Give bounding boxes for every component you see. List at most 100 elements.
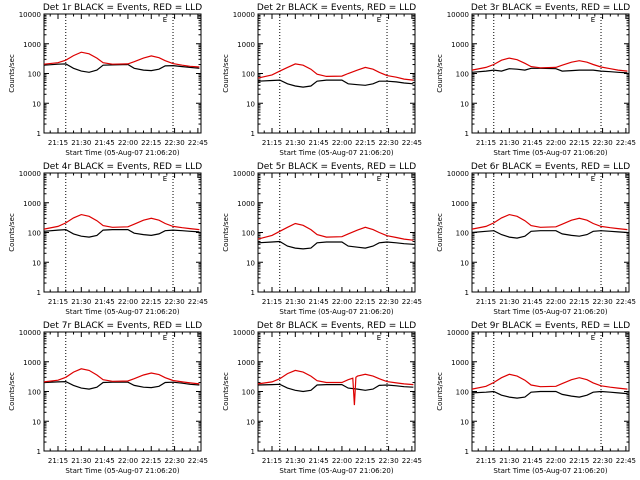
- x-axis-label: Start Time (05-Aug-07 21:06:20): [65, 308, 179, 316]
- chart-title: Det 2r BLACK = Events, RED = LLD: [257, 3, 416, 13]
- x-tick-label: 22:30: [164, 298, 184, 306]
- y-tick-label: 10: [32, 100, 41, 108]
- y-tick-label: 10: [460, 259, 469, 267]
- x-tick-label: 22:30: [164, 457, 184, 465]
- detector-chart-8: Det 8r BLACK = Events, RED = LLD 1 10 100 10…: [222, 321, 422, 475]
- y-tick-label: 10000: [233, 329, 255, 337]
- y-tick-label: 1: [37, 289, 41, 297]
- x-tick-label: 22:00: [332, 139, 352, 147]
- lld-series-line: [257, 369, 414, 406]
- lld-series-line: [471, 373, 628, 390]
- y-tick-label: 1000: [23, 41, 41, 49]
- y-tick-label: 10: [460, 418, 469, 426]
- x-axis-label: Start Time (05-Aug-07 21:06:20): [65, 467, 179, 475]
- x-tick-label: 22:15: [141, 139, 161, 147]
- x-tick-label: 21:30: [285, 298, 305, 306]
- y-axis-label: Counts/sec: [222, 54, 230, 93]
- y-tick-label: 1000: [451, 359, 469, 367]
- y-axis-label: Counts/sec: [8, 372, 16, 411]
- x-tick-label: 21:30: [499, 457, 519, 465]
- x-tick-label: 21:30: [71, 298, 91, 306]
- x-axis-label: Start Time (05-Aug-07 21:06:20): [493, 467, 607, 475]
- x-tick-label: 22:45: [188, 298, 208, 306]
- y-axis-label: Counts/sec: [436, 372, 444, 411]
- x-tick-label: 21:45: [309, 298, 329, 306]
- x-tick-label: 21:30: [285, 457, 305, 465]
- x-tick-label: 22:00: [546, 139, 566, 147]
- events-series-line: [471, 230, 628, 239]
- x-tick-label: 22:00: [546, 457, 566, 465]
- y-tick-label: 10: [32, 418, 41, 426]
- x-tick-label: 22:45: [616, 457, 636, 465]
- y-tick-label: 100: [28, 230, 41, 238]
- x-tick-label: 22:45: [616, 139, 636, 147]
- x-tick-label: 22:15: [355, 298, 375, 306]
- plot-frame: [471, 172, 630, 293]
- y-tick-label: 10: [246, 259, 255, 267]
- y-tick-label: 10000: [233, 11, 255, 19]
- y-tick-label: 1: [465, 289, 469, 297]
- corner-label: E: [591, 16, 595, 24]
- y-tick-label: 10: [460, 100, 469, 108]
- x-tick-label: 21:15: [48, 298, 68, 306]
- x-tick-label: 22:15: [569, 457, 589, 465]
- y-tick-label: 1: [37, 130, 41, 138]
- y-tick-label: 1000: [451, 41, 469, 49]
- x-tick-label: 21:15: [476, 298, 496, 306]
- y-tick-label: 10: [246, 100, 255, 108]
- corner-label: E: [163, 175, 167, 183]
- lld-series-line: [471, 213, 628, 231]
- plot-frame: [257, 172, 416, 293]
- x-tick-label: 22:30: [592, 457, 612, 465]
- y-tick-label: 10: [32, 259, 41, 267]
- corner-label: E: [377, 16, 381, 24]
- detector-chart-6: Det 6r BLACK = Events, RED = LLD 1 10 100 10…: [436, 162, 636, 316]
- y-tick-label: 1000: [451, 200, 469, 208]
- lld-series-line: [43, 51, 200, 68]
- y-tick-label: 1: [251, 130, 255, 138]
- y-tick-label: 1000: [237, 359, 255, 367]
- x-tick-label: 22:00: [332, 298, 352, 306]
- y-tick-label: 1000: [237, 200, 255, 208]
- y-tick-label: 10000: [19, 11, 41, 19]
- x-tick-label: 22:30: [592, 139, 612, 147]
- x-tick-label: 22:15: [355, 457, 375, 465]
- x-axis-label: Start Time (05-Aug-07 21:06:20): [279, 308, 393, 316]
- x-tick-label: 22:45: [616, 298, 636, 306]
- x-tick-label: 21:15: [262, 457, 282, 465]
- y-tick-label: 1: [465, 448, 469, 456]
- x-tick-label: 22:00: [118, 457, 138, 465]
- y-tick-label: 1: [37, 448, 41, 456]
- y-tick-label: 100: [242, 389, 255, 397]
- chart-title: Det 1r BLACK = Events, RED = LLD: [43, 3, 202, 13]
- detector-chart-5: Det 5r BLACK = Events, RED = LLD 1 10 100 10…: [222, 162, 422, 316]
- x-tick-label: 22:45: [402, 298, 422, 306]
- y-tick-label: 1000: [23, 200, 41, 208]
- x-axis-label: Start Time (05-Aug-07 21:06:20): [493, 149, 607, 157]
- x-tick-label: 22:00: [118, 139, 138, 147]
- events-series-line: [43, 63, 200, 73]
- x-tick-label: 21:45: [95, 457, 115, 465]
- x-tick-label: 22:15: [141, 298, 161, 306]
- chart-title: Det 9r BLACK = Events, RED = LLD: [471, 321, 630, 331]
- chart-title: Det 7r BLACK = Events, RED = LLD: [43, 321, 202, 331]
- x-tick-label: 21:30: [71, 457, 91, 465]
- x-tick-label: 21:15: [48, 457, 68, 465]
- x-tick-label: 22:30: [378, 457, 398, 465]
- lld-series-line: [43, 368, 200, 385]
- y-tick-label: 10000: [447, 329, 469, 337]
- x-tick-label: 21:45: [95, 298, 115, 306]
- detector-chart-3: Det 3r BLACK = Events, RED = LLD 1 10 100 10…: [436, 3, 636, 157]
- x-tick-label: 22:00: [118, 298, 138, 306]
- y-axis-label: Counts/sec: [222, 213, 230, 252]
- y-tick-label: 1: [251, 289, 255, 297]
- events-series-line: [471, 390, 628, 399]
- x-tick-label: 21:15: [476, 139, 496, 147]
- y-tick-label: 100: [242, 71, 255, 79]
- lld-series-line: [471, 57, 628, 72]
- plot-frame: [43, 331, 202, 452]
- y-tick-label: 100: [456, 230, 469, 238]
- chart-title: Det 6r BLACK = Events, RED = LLD: [471, 162, 630, 172]
- x-tick-label: 22:30: [378, 298, 398, 306]
